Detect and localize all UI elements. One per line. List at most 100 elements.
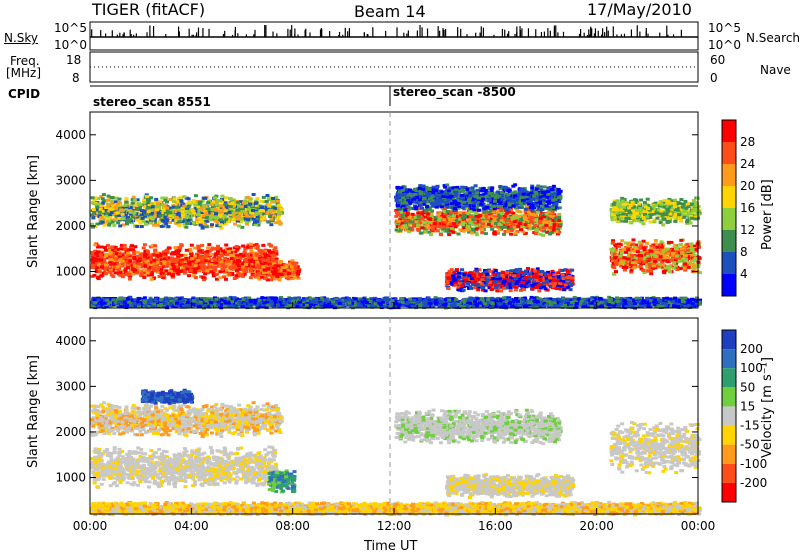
power-cell xyxy=(249,276,253,279)
power-cell xyxy=(241,245,245,248)
power-cell xyxy=(136,255,140,258)
power-heatmap xyxy=(90,183,702,309)
power-cell xyxy=(168,247,172,250)
power-cell xyxy=(171,263,175,266)
power-cell xyxy=(213,258,217,261)
power-cell xyxy=(259,200,263,203)
power-cell xyxy=(187,197,191,200)
power-cell xyxy=(193,247,197,250)
power-cell xyxy=(178,246,182,249)
nsky-spikes xyxy=(92,25,682,37)
power-cell xyxy=(253,257,257,260)
power-cell xyxy=(164,269,168,272)
power-cell xyxy=(205,269,209,272)
power-cell xyxy=(171,274,175,277)
power-cell xyxy=(262,196,266,199)
power-cell xyxy=(205,250,209,253)
power-cell xyxy=(205,225,209,228)
power-cell xyxy=(128,259,132,262)
power-cell xyxy=(149,254,153,257)
power-cell xyxy=(249,260,253,263)
power-cell xyxy=(194,264,198,267)
power-cell xyxy=(252,193,256,196)
power-cell xyxy=(109,251,113,254)
power-cell xyxy=(162,262,166,265)
power-cell xyxy=(135,219,139,222)
power-cell xyxy=(233,223,237,226)
power-cell xyxy=(152,259,156,262)
power-cell xyxy=(248,256,252,259)
power-cell xyxy=(187,274,191,277)
power-cell xyxy=(223,257,227,260)
power-cell xyxy=(155,254,159,257)
power-cell xyxy=(142,247,146,250)
power-cell xyxy=(167,272,171,275)
power-cell xyxy=(118,253,122,256)
power-cell xyxy=(174,250,178,253)
power-cell xyxy=(150,278,154,281)
power-cell xyxy=(185,222,189,225)
power-cell xyxy=(153,244,157,247)
power-cell xyxy=(119,247,123,250)
power-cell xyxy=(180,261,184,264)
power-cell xyxy=(239,253,243,256)
power-cell xyxy=(189,250,193,253)
power-cell xyxy=(218,258,222,261)
power-cell xyxy=(146,272,150,275)
power-cell xyxy=(177,273,181,276)
power-cell xyxy=(244,267,248,270)
power-cell xyxy=(197,247,201,250)
power-cell xyxy=(225,269,229,272)
power-cell xyxy=(109,258,113,261)
power-cell xyxy=(143,243,147,246)
power-cell xyxy=(93,243,97,246)
power-cell xyxy=(158,275,162,278)
power-cell xyxy=(111,275,115,278)
power-cell xyxy=(228,273,232,276)
power-cell xyxy=(136,251,140,254)
power-cell xyxy=(102,193,106,196)
power-cell xyxy=(194,194,198,197)
power-cell xyxy=(261,244,265,247)
power-cell xyxy=(255,254,259,257)
power-cell xyxy=(244,258,248,261)
power-cell xyxy=(256,217,260,220)
power-cell xyxy=(179,243,183,246)
power-cell xyxy=(266,194,270,197)
power-cell xyxy=(214,262,218,265)
figure-canvas: 1000200030004000100020003000400000:00 04:… xyxy=(0,0,800,554)
power-cell xyxy=(139,272,143,275)
power-cell xyxy=(215,273,219,276)
power-cell xyxy=(190,257,194,260)
power-cell xyxy=(128,278,132,281)
power-cell xyxy=(235,245,239,248)
power-cell xyxy=(249,243,253,246)
power-cell xyxy=(162,274,166,277)
power-cell xyxy=(163,253,167,256)
power-cell xyxy=(104,263,108,266)
power-cell xyxy=(146,250,150,253)
power-cell xyxy=(119,271,123,274)
power-cell xyxy=(274,221,278,224)
power-cell xyxy=(104,272,108,275)
power-cell xyxy=(112,262,116,265)
power-cell xyxy=(200,263,204,266)
power-cell xyxy=(204,259,208,262)
power-cell xyxy=(234,274,238,277)
power-cell xyxy=(193,271,197,274)
power-cell xyxy=(98,270,102,273)
power-cell xyxy=(278,223,282,226)
power-cell xyxy=(108,271,112,274)
power-cell xyxy=(99,254,103,257)
power-cell xyxy=(135,272,139,275)
power-cell xyxy=(249,267,253,270)
power-cell xyxy=(137,262,141,265)
power-cell xyxy=(143,269,147,272)
power-cell xyxy=(224,244,228,247)
power-cell xyxy=(256,245,260,248)
power-cell xyxy=(153,249,157,252)
power-cell xyxy=(194,276,198,279)
power-cell xyxy=(121,263,125,266)
power-cell xyxy=(140,225,144,228)
power-cell xyxy=(123,244,127,247)
